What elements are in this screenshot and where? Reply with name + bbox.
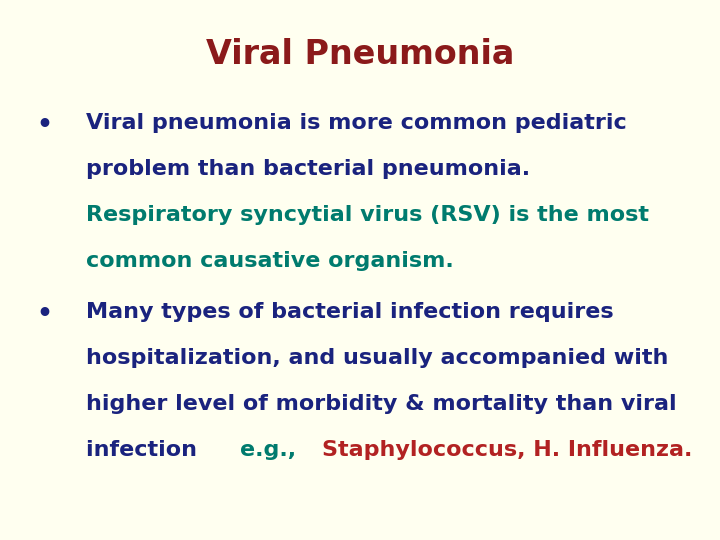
Text: problem than bacterial pneumonia.: problem than bacterial pneumonia. [86, 159, 531, 179]
Text: higher level of morbidity & mortality than viral: higher level of morbidity & mortality th… [86, 394, 677, 414]
Text: Viral pneumonia is more common pediatric: Viral pneumonia is more common pediatric [86, 113, 627, 133]
Text: •: • [36, 302, 52, 326]
Text: •: • [36, 113, 52, 137]
Text: infection: infection [86, 440, 205, 460]
Text: Many types of bacterial infection requires: Many types of bacterial infection requir… [86, 302, 614, 322]
Text: e.g.,: e.g., [240, 440, 304, 460]
Text: common causative organism.: common causative organism. [86, 251, 454, 271]
Text: Respiratory syncytial virus (RSV) is the most: Respiratory syncytial virus (RSV) is the… [86, 205, 649, 225]
Text: Viral Pneumonia: Viral Pneumonia [206, 38, 514, 71]
Text: hospitalization, and usually accompanied with: hospitalization, and usually accompanied… [86, 348, 669, 368]
Text: Staphylococcus, H. Influenza.: Staphylococcus, H. Influenza. [322, 440, 693, 460]
